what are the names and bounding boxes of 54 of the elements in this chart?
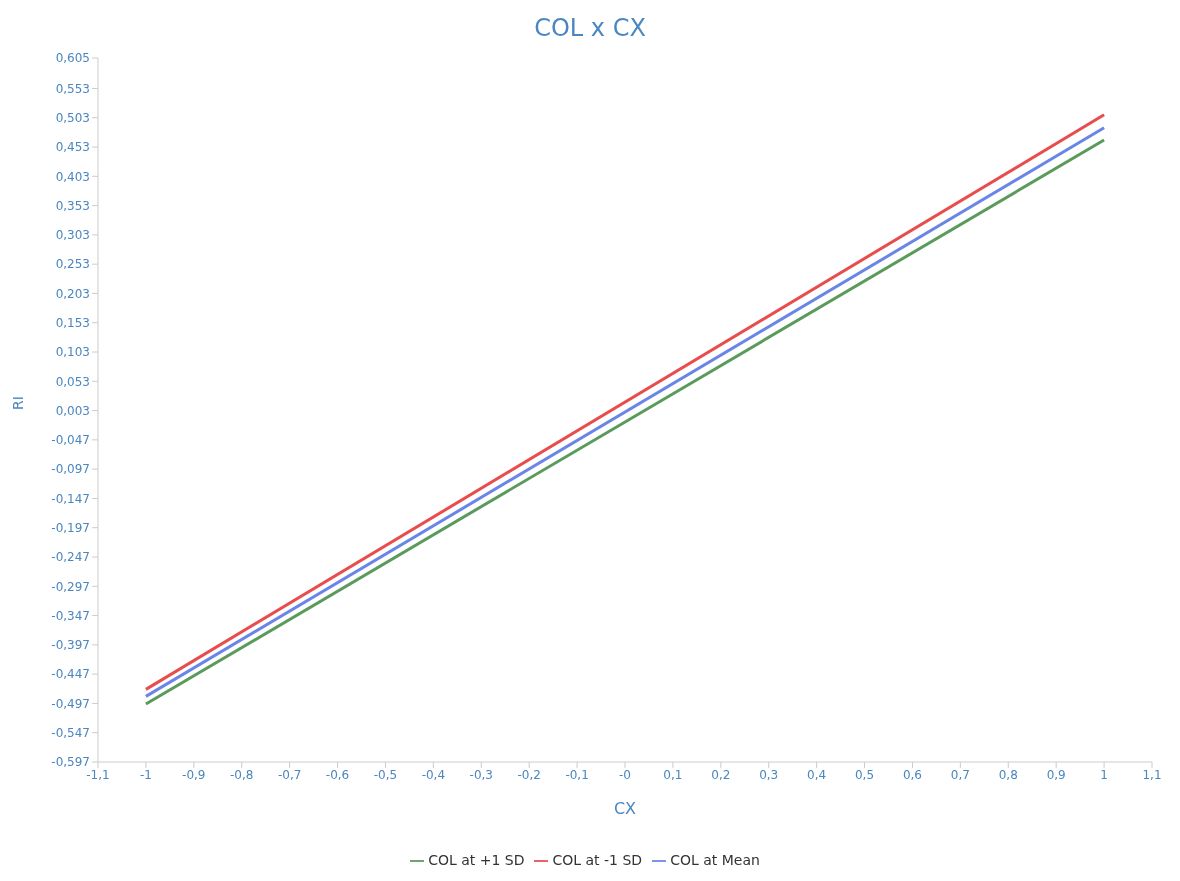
x-tick-label: -1 xyxy=(139,767,152,782)
y-tick-label: 0,103 xyxy=(55,345,90,360)
y-tick-label: 0,053 xyxy=(55,374,90,389)
x-tick-label: 0,7 xyxy=(950,767,970,782)
x-tick-label: -0 xyxy=(619,767,631,782)
x-tick-label: -0,9 xyxy=(182,767,206,782)
x-tick-label: -1,1 xyxy=(86,767,110,782)
x-tick-label: 0,5 xyxy=(855,767,875,782)
legend-label: COL at +1 SD xyxy=(428,852,525,868)
legend-label: COL at Mean xyxy=(670,852,760,868)
x-tick-label: -0,7 xyxy=(277,767,302,782)
x-tick-label: -0,3 xyxy=(469,767,493,782)
x-tick-label: 1,1 xyxy=(1142,767,1162,782)
y-tick-label: 0,353 xyxy=(55,198,90,213)
y-tick-label: 0,605 xyxy=(55,51,90,66)
y-tick-label: -0,397 xyxy=(51,638,90,653)
y-tick-label: -0,197 xyxy=(51,520,90,535)
y-tick-label: -0,097 xyxy=(51,462,90,477)
chart-title: COL x CX xyxy=(533,13,647,44)
y-tick-label: -0,347 xyxy=(51,608,90,623)
x-tick-label: -0,1 xyxy=(565,767,589,782)
y-tick-label: -0,047 xyxy=(51,433,90,448)
x-tick-label: 0,2 xyxy=(711,767,731,782)
y-tick-label: -0,297 xyxy=(51,579,90,594)
y-tick-label: 0,303 xyxy=(55,228,90,243)
x-tick-label: -0,4 xyxy=(421,767,446,782)
y-tick-label: -0,447 xyxy=(51,667,90,682)
y-tick-label: 0,153 xyxy=(55,315,90,330)
y-tick-label: 0,553 xyxy=(55,81,90,96)
legend-label: COL at -1 SD xyxy=(552,852,643,868)
x-tick-label: 1 xyxy=(1100,767,1108,782)
y-tick-label: 0,503 xyxy=(55,111,90,125)
y-tick-label: 0,203 xyxy=(55,286,90,301)
x-tick-label: -0,8 xyxy=(230,767,254,782)
y-tick-label: -0,147 xyxy=(51,491,90,506)
y-tick-label: -0,497 xyxy=(51,696,90,711)
y-tick-label: -0,547 xyxy=(51,725,90,740)
x-tick-label: -0,6 xyxy=(325,767,350,782)
y-tick-label: -0,597 xyxy=(51,755,90,770)
y-tick-label: 0,003 xyxy=(55,403,90,418)
x-axis-title: CX xyxy=(613,799,637,818)
x-tick-label: 0,1 xyxy=(663,767,683,782)
y-tick-label: 0,453 xyxy=(55,140,90,155)
y-tick-label: -0,247 xyxy=(51,550,90,565)
x-tick-label: 0,4 xyxy=(807,767,827,782)
x-tick-label: -0,2 xyxy=(517,767,541,782)
x-tick-label: -0,5 xyxy=(373,767,398,782)
x-tick-label: 0,8 xyxy=(998,767,1018,782)
x-tick-label: 0,3 xyxy=(759,767,779,782)
x-tick-label: 0,9 xyxy=(1046,767,1066,782)
y-axis-title: RI xyxy=(9,396,26,410)
x-tick-label: 0,6 xyxy=(902,767,922,782)
y-tick-label: 0,403 xyxy=(55,169,90,184)
y-tick-label: 0,253 xyxy=(55,257,90,272)
